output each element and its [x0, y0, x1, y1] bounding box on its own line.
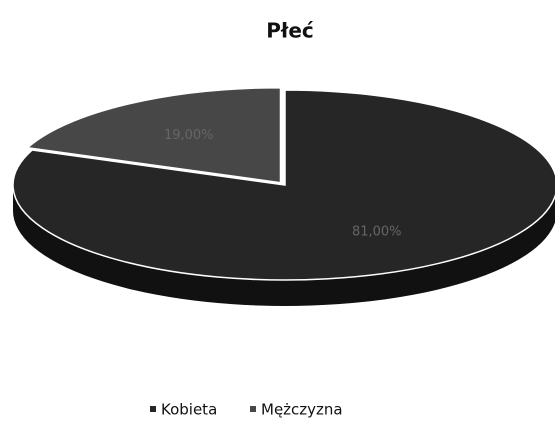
pie-side	[13, 185, 555, 306]
legend-swatch	[150, 406, 156, 412]
legend-label: Kobieta	[161, 401, 217, 419]
pie-slice	[12, 89, 555, 281]
data-label: 81,00%	[352, 225, 402, 240]
pie-slice	[25, 86, 282, 184]
legend-label: Mężczyzna	[261, 401, 343, 419]
chart-title: Płeć	[266, 19, 314, 43]
legend-swatch	[250, 406, 256, 412]
data-label: 19,00%	[164, 128, 214, 143]
